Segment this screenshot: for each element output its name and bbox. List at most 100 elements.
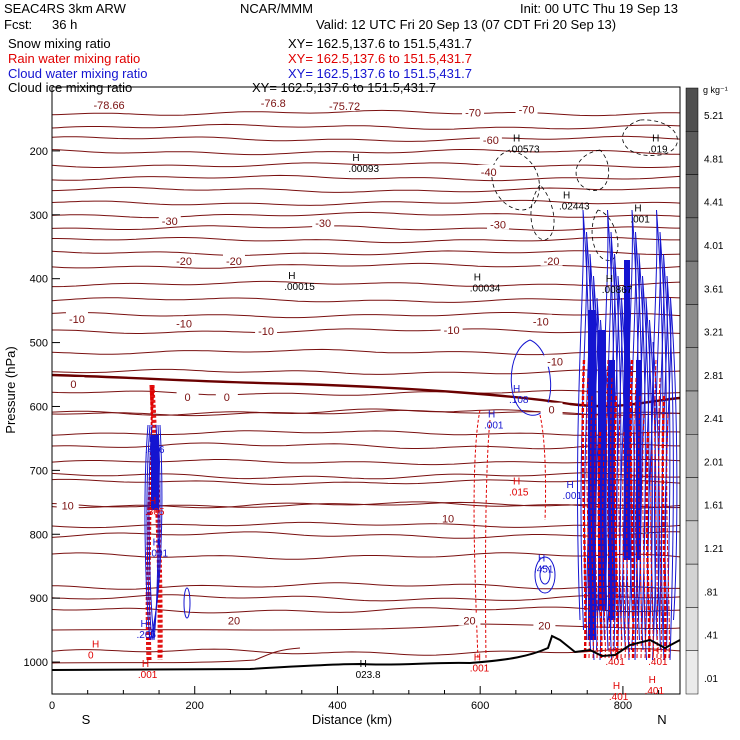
rain-contour — [642, 413, 646, 659]
label-halo — [544, 354, 567, 367]
isotherm — [52, 312, 680, 319]
isotherm-label: 20 — [463, 616, 475, 628]
rain-contour — [638, 395, 642, 659]
rain-contour — [634, 377, 638, 659]
rain-contour — [645, 431, 651, 659]
isotherm — [52, 250, 680, 256]
maximum-marker: H — [613, 681, 620, 692]
label-halo — [262, 95, 285, 108]
colorbar-swatch — [685, 520, 699, 565]
y-tick-label: 900 — [30, 593, 48, 605]
colorbar-label: .01 — [704, 674, 718, 685]
rain-contour — [590, 395, 594, 659]
rain-contour — [586, 377, 590, 659]
rain-contour — [610, 377, 614, 659]
endpoint-north: N — [657, 712, 666, 727]
cloud-water-contour — [148, 424, 159, 641]
maximum-marker: H — [360, 659, 367, 670]
colorbar-swatch — [685, 390, 699, 435]
colorbar-label: 4.01 — [704, 241, 724, 252]
colorbar-swatch — [685, 87, 699, 132]
model-title: SEAC4RS 3km ARW — [4, 1, 126, 16]
valid-time: Valid: 12 UTC Fri 20 Sep 13 (07 CDT Fri … — [316, 17, 617, 32]
field-snow-xy: XY= 162.5,137.6 to 151.5,431.7 — [288, 36, 472, 51]
rain-contour — [581, 359, 587, 659]
isotherm — [52, 472, 680, 480]
isotherm-label: -20 — [226, 256, 242, 268]
isotherm-label: 0 — [224, 392, 230, 404]
rain-contour — [597, 431, 603, 659]
isotherm-label: -10 — [258, 326, 274, 338]
org-name: NCAR/MMM — [240, 1, 313, 16]
rain-contour — [666, 413, 670, 659]
rain-contour — [613, 395, 619, 659]
rain-contour — [594, 413, 598, 659]
cloud-water-contour — [183, 587, 191, 619]
rain-contour — [145, 384, 163, 661]
isotherm — [52, 296, 680, 303]
rain-contour — [626, 449, 630, 659]
maximum-value: .001 — [630, 214, 650, 225]
isotherm — [52, 135, 680, 142]
isotherm — [52, 409, 680, 417]
rain-contour — [602, 449, 606, 659]
ice-contour — [530, 184, 555, 241]
maximum-marker: H — [609, 646, 616, 657]
isotherm — [52, 174, 680, 182]
init-time: Init: 00 UTC Thu 19 Sep 13 — [520, 1, 679, 16]
cloud-water-core — [624, 260, 630, 560]
maximum-value: .00093 — [348, 164, 379, 175]
colorbar-swatch — [685, 260, 699, 305]
maximum-marker: H — [513, 134, 520, 145]
maximum-marker: H — [140, 619, 147, 630]
label-halo — [540, 402, 563, 415]
rain-contour — [473, 409, 547, 661]
isotherm-label: 20 — [538, 621, 550, 633]
colorbar-label: 1.61 — [704, 501, 724, 512]
maximum-value: .00867 — [602, 285, 633, 296]
colorbar-swatch — [685, 434, 699, 478]
colorbar-label: .81 — [704, 587, 718, 598]
label-halo — [158, 214, 181, 227]
isotherm — [52, 186, 680, 193]
isotherm — [52, 211, 680, 219]
colorbar-swatch — [685, 607, 699, 651]
colorbar-label: 2.41 — [704, 414, 724, 425]
isotherm-label: -75.72 — [329, 101, 360, 113]
maximum-marker: H — [563, 190, 570, 201]
colorbar-label: .41 — [704, 631, 718, 642]
isotherm — [52, 389, 680, 396]
x-tick-label: 800 — [614, 700, 632, 712]
label-halo — [515, 102, 538, 115]
cloud-water-contour — [539, 565, 551, 585]
isotherm — [52, 531, 680, 539]
field-rain-name: Rain water mixing ratio — [8, 51, 141, 66]
forecast-hour: 36 h — [52, 17, 78, 32]
colorbar-swatch — [685, 217, 699, 262]
isotherm — [52, 459, 680, 466]
label-halo — [462, 105, 485, 118]
label-halo — [479, 133, 502, 146]
isotherm — [52, 606, 680, 614]
label-halo — [529, 314, 552, 327]
label-halo — [222, 613, 245, 626]
label-halo — [215, 389, 238, 402]
label-halo — [98, 97, 121, 110]
isotherm — [52, 368, 680, 375]
y-tick-label: 400 — [30, 274, 48, 286]
x-tick-label: 200 — [186, 700, 204, 712]
freezing-level — [52, 373, 680, 408]
rain-contour — [650, 449, 654, 659]
y-tick-label: 700 — [30, 465, 48, 477]
rain-contour — [654, 359, 658, 659]
label-halo — [173, 316, 196, 329]
maximum-marker: H — [634, 203, 641, 214]
isotherm — [52, 162, 680, 168]
isotherm-label: -30 — [490, 219, 506, 231]
isotherm-label: -40 — [481, 167, 497, 179]
cloud-water-core — [588, 310, 596, 640]
colorbar-swatch — [685, 563, 699, 608]
isotherm — [52, 109, 680, 117]
colorbar-swatch — [685, 347, 699, 392]
